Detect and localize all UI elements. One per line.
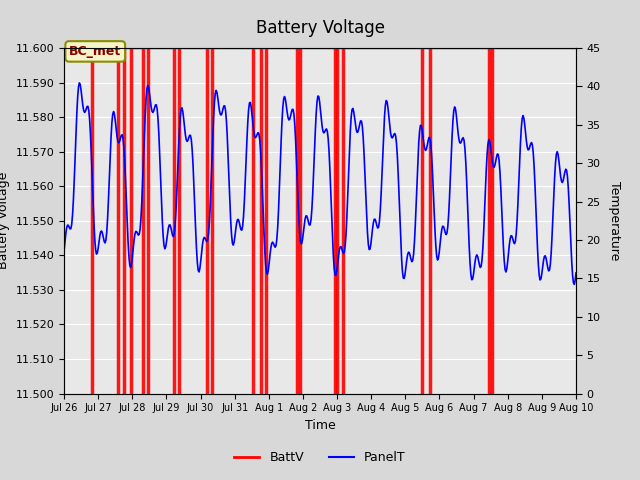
- Y-axis label: Temperature: Temperature: [609, 181, 621, 261]
- Text: BC_met: BC_met: [69, 45, 122, 58]
- Y-axis label: Battery Voltage: Battery Voltage: [0, 172, 10, 269]
- X-axis label: Time: Time: [305, 419, 335, 432]
- Text: Battery Voltage: Battery Voltage: [255, 19, 385, 37]
- Legend: BattV, PanelT: BattV, PanelT: [229, 446, 411, 469]
